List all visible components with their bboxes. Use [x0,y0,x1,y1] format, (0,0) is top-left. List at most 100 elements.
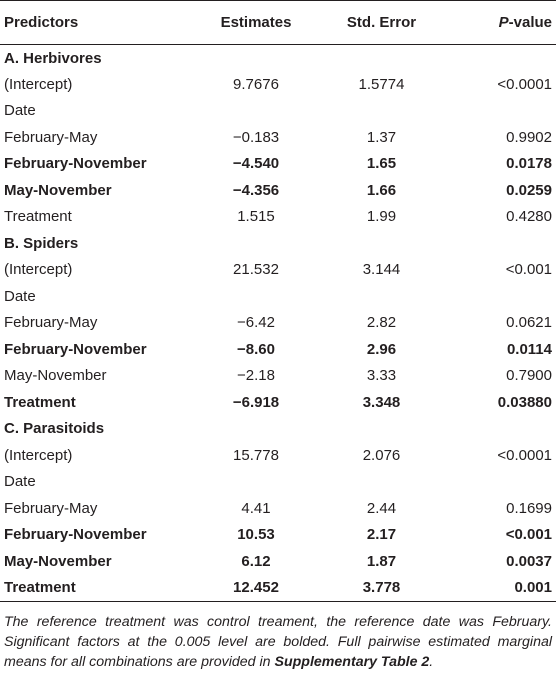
std-error-cell: 1.5774 [358,75,405,93]
section-label: C. Parasitoids [4,420,105,438]
p-value-cell: <0.001 [505,261,552,279]
predictor-cell: May-November [4,367,107,385]
std-error-cell [320,98,443,125]
std-error-cell: 2.17 [366,526,397,544]
estimate-cell: 10.53 [237,526,275,544]
std-error-cell: 2.44 [366,499,397,517]
estimate-cell [192,469,320,496]
predictor-cell: (Intercept) [4,261,73,279]
section-row: C. Parasitoids [0,416,556,443]
header-p-suffix: -value [508,14,552,31]
estimate-cell [192,283,320,310]
estimate-cell: 1.515 [237,208,275,226]
std-error-cell: 2.82 [366,314,397,332]
table-row: February-May 4.41 2.44 0.1699 [0,495,556,522]
p-value-cell: <0.0001 [497,446,552,464]
predictor-cell: May-November [4,181,112,199]
std-error-cell: 1.65 [366,155,397,173]
std-error-cell [320,469,443,496]
std-error-cell [320,283,443,310]
table-row: Treatment 1.515 1.99 0.4280 [0,204,556,231]
p-value-cell [443,283,556,310]
std-error-cell: 3.348 [362,393,401,411]
p-value-cell: 0.1699 [506,499,552,517]
estimate-cell: −4.356 [232,181,280,199]
predictor-cell: (Intercept) [4,446,73,464]
predictor-cell: Treatment [0,574,192,602]
predictor-cell: Date [4,102,36,120]
results-table: Predictors Estimates Std. Error P-value … [0,0,556,602]
std-error-cell: 1.99 [366,208,397,226]
table-row: Treatment 12.452 3.778 0.001 [0,574,556,602]
p-value-cell [443,98,556,125]
p-value-cell: <0.0001 [497,75,552,93]
table-body: A. Herbivores (Intercept) 9.7676 1.5774 <0.0… [0,45,556,602]
estimate-cell: −6.42 [237,314,275,332]
table-row: February-November −4.540 1.65 0.0178 [0,151,556,178]
p-value-cell: 0.03880 [497,393,552,411]
predictor-cell: Date [4,287,36,305]
table-row: May-November −4.356 1.66 0.0259 [0,177,556,204]
table-row: February-November −8.60 2.96 0.0114 [0,336,556,363]
p-value-cell: 0.0621 [506,314,552,332]
table-row: May-November −2.18 3.33 0.7900 [0,363,556,390]
std-error-cell: 3.144 [362,261,401,279]
table-row: February-May −0.183 1.37 0.9902 [0,124,556,151]
table-row: Treatment −6.918 3.348 0.03880 [0,389,556,416]
section-row: B. Spiders [0,230,556,257]
predictor-cell: Date [4,473,36,491]
estimate-cell: 4.41 [241,499,271,517]
estimate-cell: 9.7676 [233,75,279,93]
predictor-cell: (Intercept) [4,75,73,93]
table-row: Date [0,469,556,496]
estimate-cell: 21.532 [233,261,279,279]
footnote-link-supplementary[interactable]: Supplementary Table 2 [274,653,430,670]
table-row: Date [0,98,556,125]
table-row: (Intercept) 9.7676 1.5774 <0.0001 [0,71,556,98]
header-p-value: P-value [443,0,556,45]
estimate-cell: −0.183 [232,128,280,146]
p-value-cell [443,469,556,496]
predictor-cell: February-November [4,526,147,544]
estimate-cell: −6.918 [232,393,280,411]
header-p-italic: P [498,14,509,31]
predictor-cell: Treatment [4,208,72,226]
predictor-cell: February-May [4,128,98,146]
predictor-cell: Treatment [4,393,76,411]
table-row: February-May −6.42 2.82 0.0621 [0,310,556,337]
table-row: Date [0,283,556,310]
footnote-end: . [429,653,434,670]
predictor-cell: February-November [4,340,147,358]
section-label: B. Spiders [4,234,79,252]
estimate-cell: −8.60 [237,340,275,358]
p-value-cell: 0.0178 [506,155,552,173]
header-std-error: Std. Error [320,0,443,45]
std-error-cell: 1.87 [366,552,397,570]
p-value-cell: 0.0037 [506,552,552,570]
header-row: Predictors Estimates Std. Error P-value [0,0,556,45]
predictor-cell: February-November [4,155,147,173]
table-header: Predictors Estimates Std. Error P-value [0,0,556,45]
p-value-cell: 0.9902 [506,128,552,146]
estimate-cell [192,98,320,125]
std-error-cell: 3.778 [320,574,443,602]
p-value-cell: 0.4280 [506,208,552,226]
p-value-cell: 0.001 [443,574,556,602]
table-row: February-November 10.53 2.17 <0.001 [0,522,556,549]
estimate-cell: −4.540 [232,155,280,173]
table-row: (Intercept) 21.532 3.144 <0.001 [0,257,556,284]
std-error-cell: 3.33 [366,367,397,385]
std-error-cell: 1.37 [366,128,397,146]
table-row: May-November 6.12 1.87 0.0037 [0,548,556,575]
estimate-cell: 15.778 [233,446,279,464]
std-error-cell: 2.076 [362,446,401,464]
std-error-cell: 2.96 [366,340,397,358]
table-footnote: The reference treatment was control trea… [0,602,556,672]
estimate-cell: 12.452 [192,574,320,602]
p-value-cell: 0.0114 [506,340,552,358]
section-label: A. Herbivores [4,49,102,67]
estimate-cell: −2.18 [237,367,275,385]
table-row: (Intercept) 15.778 2.076 <0.0001 [0,442,556,469]
p-value-cell: 0.0259 [506,181,552,199]
